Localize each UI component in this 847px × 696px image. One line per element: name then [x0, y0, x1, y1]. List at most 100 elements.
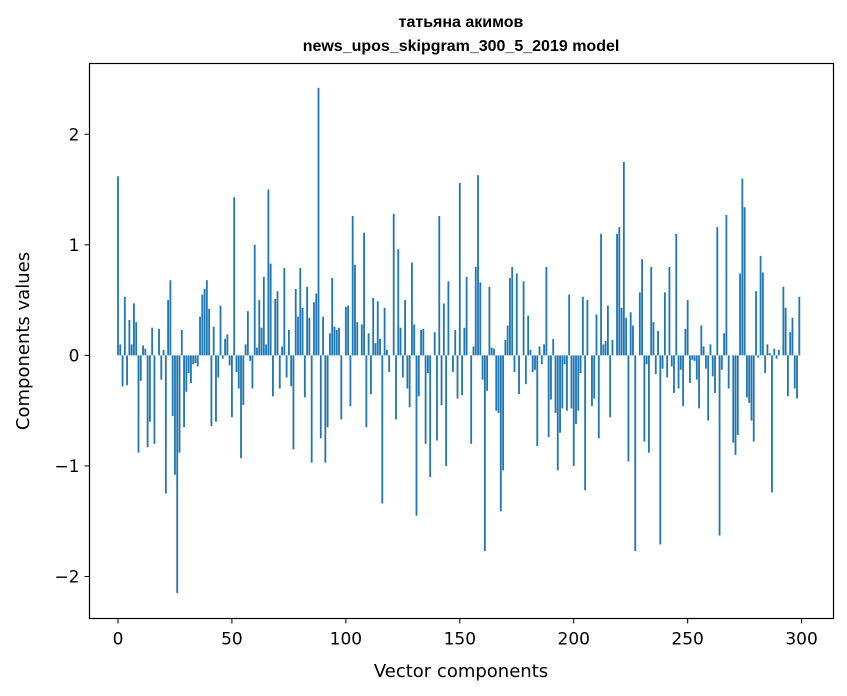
y-axis-ticks: −2 −1 0 1 2 — [54, 125, 90, 587]
bar-261 — [711, 355, 714, 377]
bar-183 — [534, 355, 536, 370]
bar-112 — [372, 297, 375, 356]
x-tick-label: 100 — [330, 630, 362, 650]
bar-173 — [511, 266, 514, 356]
bar-98 — [340, 355, 343, 420]
bar-148 — [454, 329, 457, 356]
bar-229 — [638, 292, 641, 356]
bar-141 — [438, 216, 441, 356]
bar-275 — [743, 207, 746, 356]
bar-139 — [433, 332, 436, 356]
y-tick-label: 1 — [69, 236, 80, 256]
bar-12 — [144, 348, 147, 356]
bar-48 — [226, 334, 229, 356]
bar-4 — [126, 355, 129, 386]
bar-68 — [272, 355, 274, 397]
bar-201 — [575, 355, 577, 424]
bar-19 — [160, 355, 163, 380]
bar-122 — [395, 355, 397, 420]
bar-32 — [189, 355, 192, 384]
bar-140 — [436, 355, 438, 441]
bar-240 — [663, 292, 666, 356]
y-tick-label: 2 — [69, 125, 80, 145]
bar-157 — [474, 266, 477, 356]
bar-111 — [370, 355, 372, 395]
bar-34 — [194, 355, 197, 364]
bar-294 — [787, 355, 789, 397]
bar-85 — [310, 355, 313, 463]
bar-257 — [702, 346, 705, 356]
bar-28 — [180, 329, 183, 356]
bar-253 — [693, 355, 696, 361]
bar-259 — [707, 355, 710, 421]
bar-285 — [766, 344, 769, 356]
bar-190 — [550, 355, 552, 400]
x-tick-label: 50 — [221, 630, 243, 650]
bar-3 — [123, 296, 126, 356]
bar-103 — [351, 216, 354, 356]
bar-166 — [495, 355, 498, 411]
bar-251 — [689, 355, 691, 384]
bar-125 — [401, 355, 404, 378]
x-axis-ticks: 0 50 100 150 200 250 300 — [113, 618, 818, 650]
bar-44 — [217, 355, 220, 378]
bar-117 — [383, 307, 386, 356]
bar-230 — [641, 259, 643, 356]
bar-116 — [381, 355, 384, 504]
bar-286 — [768, 353, 771, 356]
bar-262 — [714, 355, 716, 393]
bar-18 — [158, 328, 160, 356]
bar-2 — [121, 355, 124, 387]
bar-225 — [629, 312, 632, 356]
bar-145 — [447, 281, 450, 356]
bar-232 — [645, 355, 648, 365]
bar-54 — [240, 355, 242, 459]
bar-238 — [659, 355, 662, 545]
bar-39 — [205, 280, 208, 356]
bar-84 — [308, 317, 311, 356]
bar-169 — [502, 355, 504, 471]
bar-94 — [331, 277, 334, 356]
bar-38 — [203, 289, 206, 356]
bar-189 — [547, 355, 550, 438]
bar-187 — [543, 344, 546, 356]
bar-86 — [313, 302, 315, 356]
bar-97 — [338, 327, 340, 356]
bar-297 — [793, 355, 796, 389]
bar-244 — [673, 355, 675, 393]
bar-56 — [244, 344, 247, 356]
bar-266 — [723, 333, 726, 356]
bar-264 — [718, 355, 721, 536]
bar-199 — [570, 355, 573, 409]
bar-222 — [622, 161, 625, 356]
bar-231 — [643, 355, 646, 442]
bar-23 — [169, 280, 172, 356]
bar-270 — [732, 355, 735, 443]
bar-296 — [791, 317, 794, 356]
bar-58 — [249, 355, 252, 361]
bar-46 — [221, 355, 224, 359]
bar-22 — [167, 300, 170, 356]
bar-208 — [591, 355, 593, 407]
bar-288 — [773, 348, 776, 356]
bar-290 — [777, 349, 780, 356]
bar-293 — [784, 307, 787, 356]
bar-136 — [426, 355, 429, 374]
bar-263 — [716, 227, 719, 356]
bar-164 — [490, 347, 493, 356]
bar-104 — [354, 264, 356, 356]
bar-16 — [153, 355, 156, 444]
x-tick-label: 0 — [113, 630, 124, 650]
bar-137 — [429, 355, 432, 477]
bar-227 — [634, 355, 637, 552]
bar-194 — [559, 355, 561, 433]
bar-134 — [422, 328, 425, 356]
bar-121 — [392, 213, 395, 356]
bar-281 — [757, 355, 760, 358]
bar-144 — [445, 355, 448, 466]
bar-184 — [536, 355, 539, 447]
bar-204 — [581, 296, 584, 356]
bar-142 — [440, 355, 443, 406]
bar-26 — [176, 355, 179, 594]
bar-110 — [367, 333, 370, 356]
